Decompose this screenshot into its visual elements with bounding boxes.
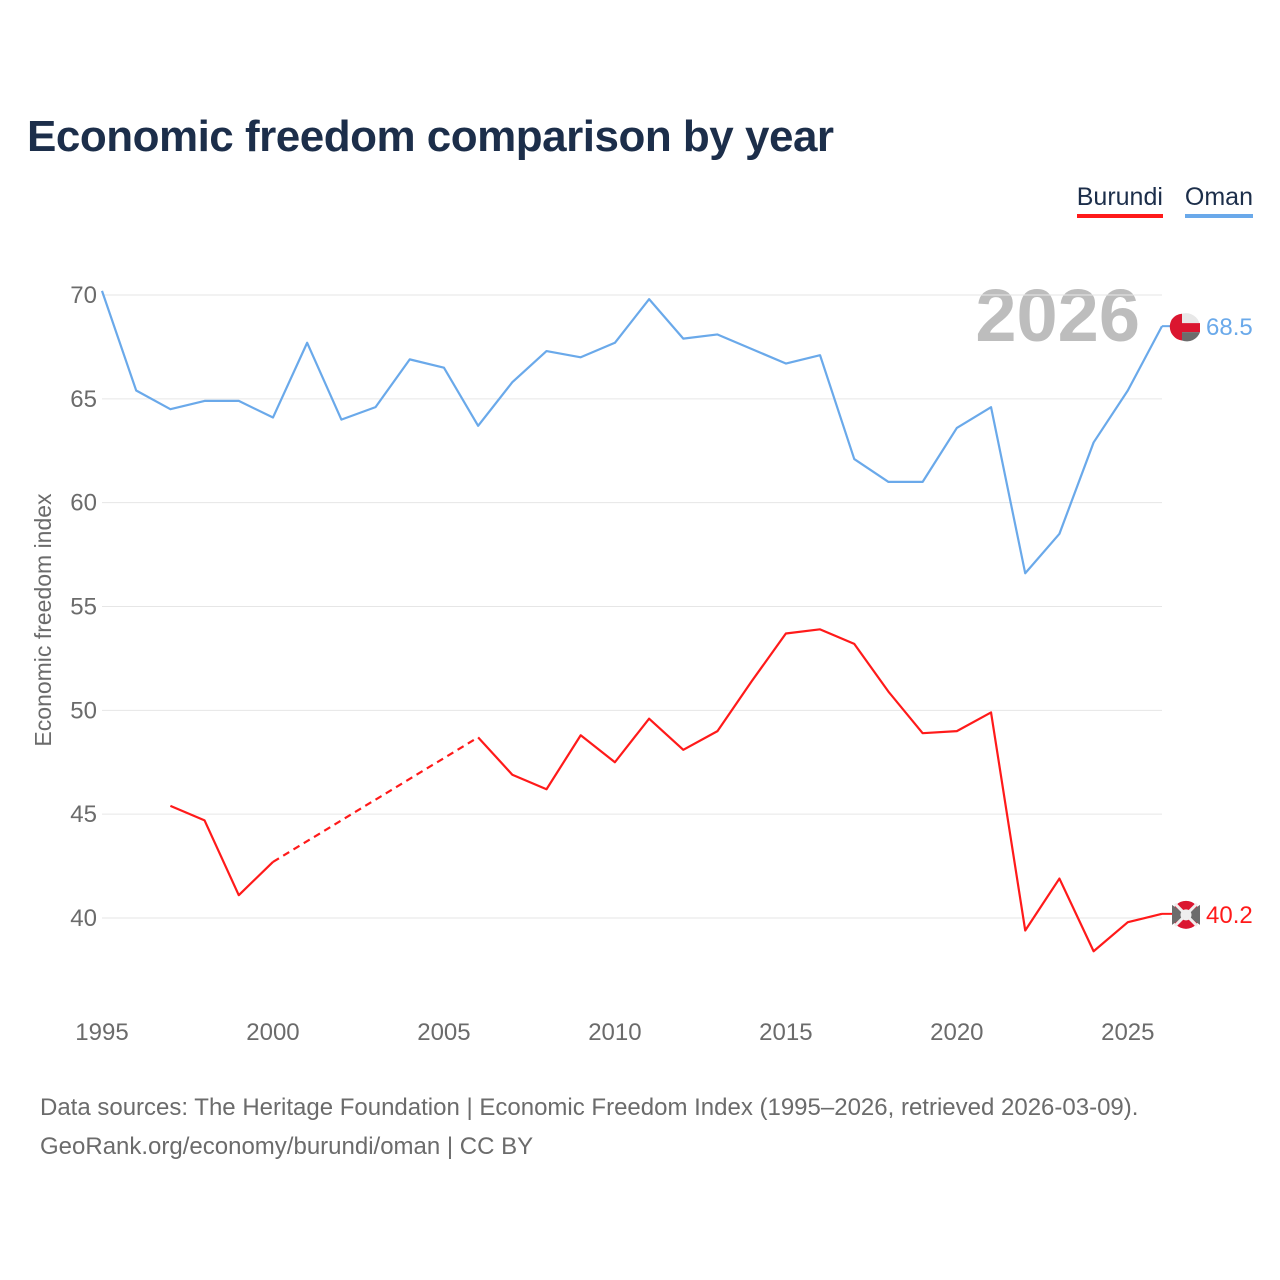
- oman-flag-icon: [1169, 313, 1200, 342]
- burundi-flag-icon: [1172, 900, 1200, 929]
- x-tick-label: 1995: [75, 1019, 128, 1046]
- source-note: Data sources: The Heritage Foundation | …: [40, 1088, 1138, 1166]
- x-tick-label: 2025: [1101, 1019, 1154, 1046]
- legend: Burundi Oman: [1076, 183, 1253, 218]
- y-tick-label: 70: [70, 282, 97, 309]
- y-tick-label: 40: [70, 905, 97, 932]
- x-tick-label: 2020: [930, 1019, 983, 1046]
- legend-item-burundi[interactable]: Burundi: [1076, 183, 1163, 218]
- burundi-line: [169, 804, 274, 897]
- oman-line: [100, 290, 1163, 575]
- y-tick-label: 50: [70, 697, 97, 724]
- y-axis-label: Economic freedom index: [30, 493, 56, 747]
- flag-stripe: [1182, 332, 1200, 342]
- y-tick-label: 60: [70, 490, 97, 517]
- x-tick-label: 2010: [588, 1019, 641, 1046]
- year-watermark: 2026: [975, 274, 1140, 357]
- y-tick-label: 45: [70, 801, 97, 828]
- flag-disc: [1180, 909, 1192, 921]
- burundi-end-label: 40.2: [1206, 902, 1253, 929]
- x-tick-label: 2000: [246, 1019, 299, 1046]
- chart-title: Economic freedom comparison by year: [27, 112, 834, 161]
- burundi-gap-dashed: [272, 736, 479, 863]
- legend-item-oman[interactable]: Oman: [1184, 183, 1253, 218]
- source-line-1: Data sources: The Heritage Foundation | …: [40, 1094, 1139, 1121]
- oman-end-label: 68.5: [1206, 314, 1253, 341]
- x-tick-label: 2015: [759, 1019, 812, 1046]
- y-tick-label: 65: [70, 386, 97, 413]
- source-line-2[interactable]: GeoRank.org/economy/burundi/oman | CC BY: [40, 1133, 534, 1160]
- flag-hoist: [1169, 313, 1182, 341]
- burundi-line: [477, 628, 1163, 953]
- x-tick-label: 2005: [417, 1019, 470, 1046]
- y-tick-label: 55: [70, 594, 97, 621]
